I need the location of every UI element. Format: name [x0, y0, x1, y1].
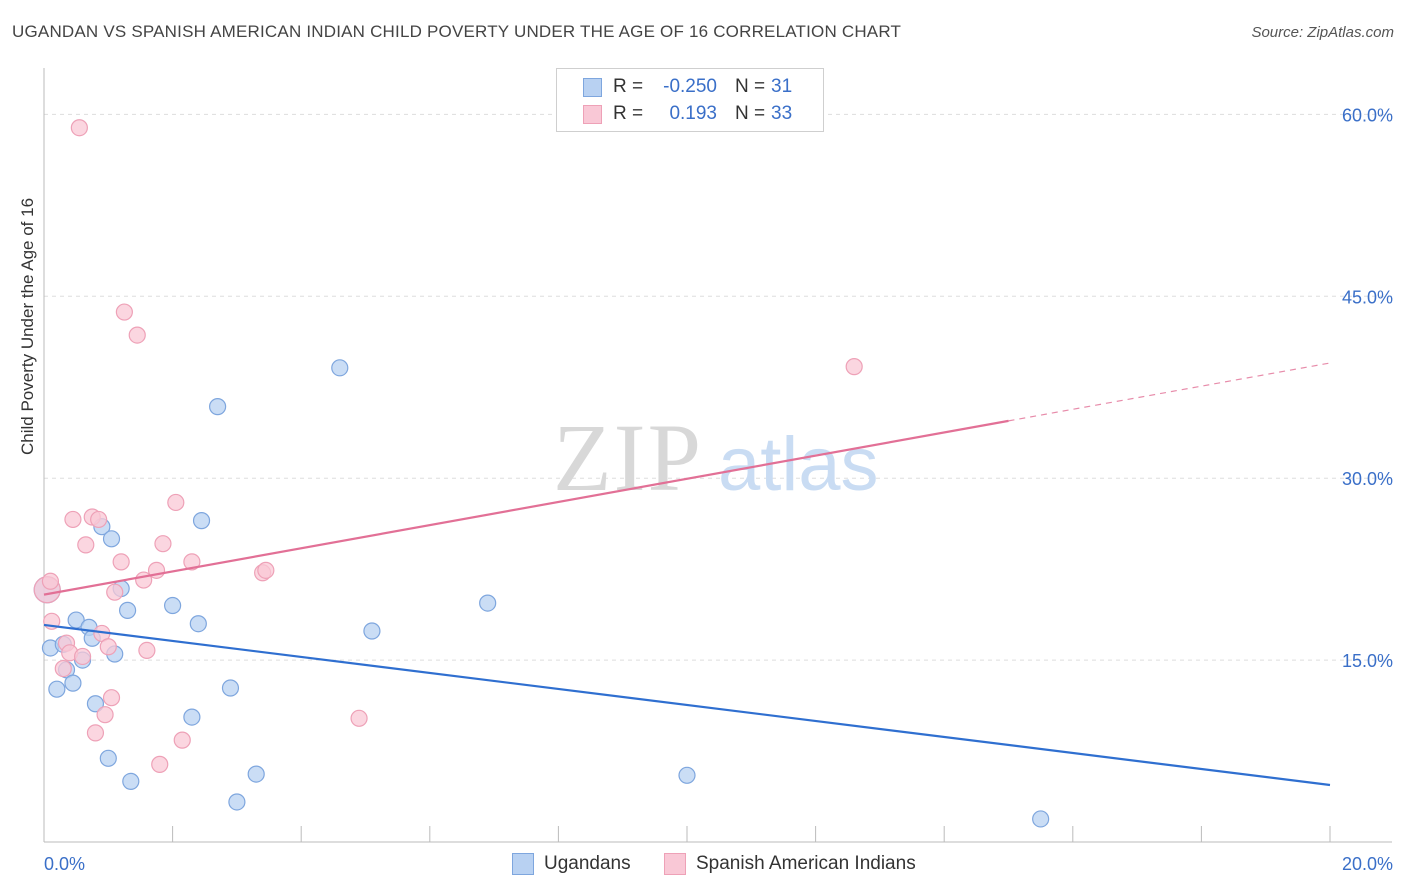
- spanish-point: [106, 583, 124, 601]
- ugandans-point: [479, 594, 497, 612]
- ugandans-point: [183, 708, 201, 726]
- grid: [44, 113, 1392, 661]
- y-tick-label: 45.0%: [1342, 287, 1393, 307]
- y-tick-label: 30.0%: [1342, 469, 1393, 489]
- spanish-point: [154, 535, 172, 553]
- legend-n-value: 33: [771, 103, 793, 124]
- legend-r-label: R =: [613, 103, 644, 124]
- spanish-point: [41, 572, 60, 590]
- chart-title: UGANDAN VS SPANISH AMERICAN INDIAN CHILD…: [12, 22, 902, 41]
- spanish-trend-line: [43, 419, 1009, 596]
- ugandans-point: [99, 749, 117, 767]
- spanish-point: [173, 731, 191, 749]
- spanish-trend-extension: [1008, 362, 1331, 422]
- spanish-point: [350, 709, 368, 727]
- spanish-point: [70, 119, 88, 137]
- spanish-point: [86, 724, 105, 742]
- ugandans-point: [48, 680, 66, 698]
- spanish-point: [77, 536, 95, 554]
- legend-swatch-spanish: [664, 853, 686, 875]
- spanish-point: [90, 510, 108, 529]
- source-label: Source: ZipAtlas.com: [1251, 24, 1394, 41]
- spanish-point: [112, 553, 130, 571]
- legend-swatch-ugandans: [583, 78, 602, 97]
- stats-legend: R = -0.250 N = 31 R = 0.193 N = 33: [556, 68, 824, 132]
- legend-r-value: -0.250: [663, 76, 717, 97]
- ugandans-point: [1032, 810, 1050, 828]
- ugandans-point: [228, 793, 246, 811]
- legend-n-label: N =: [735, 103, 766, 124]
- spanish-point: [73, 647, 92, 666]
- spanish-points: [33, 119, 863, 773]
- x-tick-label: 0.0%: [44, 854, 85, 874]
- x-tick-label: 20.0%: [1342, 854, 1393, 874]
- ugandans-point: [363, 622, 381, 640]
- legend-label-spanish: Spanish American Indians: [696, 853, 916, 874]
- y-tick-label: 60.0%: [1342, 105, 1393, 125]
- y-tick-label: 15.0%: [1342, 651, 1393, 671]
- ugandans-point: [189, 615, 207, 633]
- ugandans-point: [118, 601, 137, 619]
- spanish-point: [128, 326, 146, 344]
- spanish-point: [102, 689, 121, 707]
- ugandans-point: [247, 765, 265, 783]
- watermark: ZIP atlas: [553, 404, 879, 511]
- legend-label-ugandans: Ugandans: [544, 853, 631, 874]
- legend-n-label: N =: [735, 76, 766, 97]
- spanish-point: [257, 561, 275, 579]
- ugandans-point: [192, 512, 211, 530]
- ugandans-point: [331, 359, 349, 377]
- spanish-point: [99, 638, 117, 656]
- spanish-point: [183, 553, 201, 571]
- ugandans-point: [86, 695, 105, 713]
- legend-swatch-ugandans: [512, 853, 534, 875]
- spanish-point: [64, 510, 82, 529]
- watermark-atlas: atlas: [718, 422, 879, 507]
- axes: [43, 68, 1392, 843]
- spanish-point: [115, 303, 133, 321]
- spanish-point: [151, 755, 169, 773]
- ugandans-point: [164, 596, 182, 615]
- legend-n-value: 31: [771, 76, 793, 97]
- watermark-zip: ZIP: [553, 404, 703, 511]
- spanish-point: [845, 358, 863, 376]
- legend-swatch-spanish: [583, 105, 602, 124]
- tick-labels: 15.0% 30.0% 45.0% 60.0% 0.0% 20.0%: [44, 105, 1393, 874]
- ugandans-point: [64, 674, 82, 692]
- ugandans-points: [33, 359, 1050, 828]
- legend-r-value: 0.193: [669, 103, 717, 124]
- legend-r-label: R =: [613, 76, 644, 97]
- ugandans-point: [678, 766, 696, 784]
- spanish-point: [138, 641, 156, 659]
- y-axis-label: Child Poverty Under the Age of 16: [18, 197, 37, 455]
- ugandans-point: [122, 772, 140, 790]
- ugandans-point: [102, 530, 121, 548]
- ugandans-trend-line: [43, 623, 1331, 787]
- trend-lines: [43, 362, 1331, 787]
- ugandans-point: [209, 398, 227, 416]
- spanish-point: [167, 493, 185, 512]
- spanish-point: [54, 659, 72, 678]
- ugandans-point: [221, 679, 240, 697]
- spanish-point: [96, 706, 114, 724]
